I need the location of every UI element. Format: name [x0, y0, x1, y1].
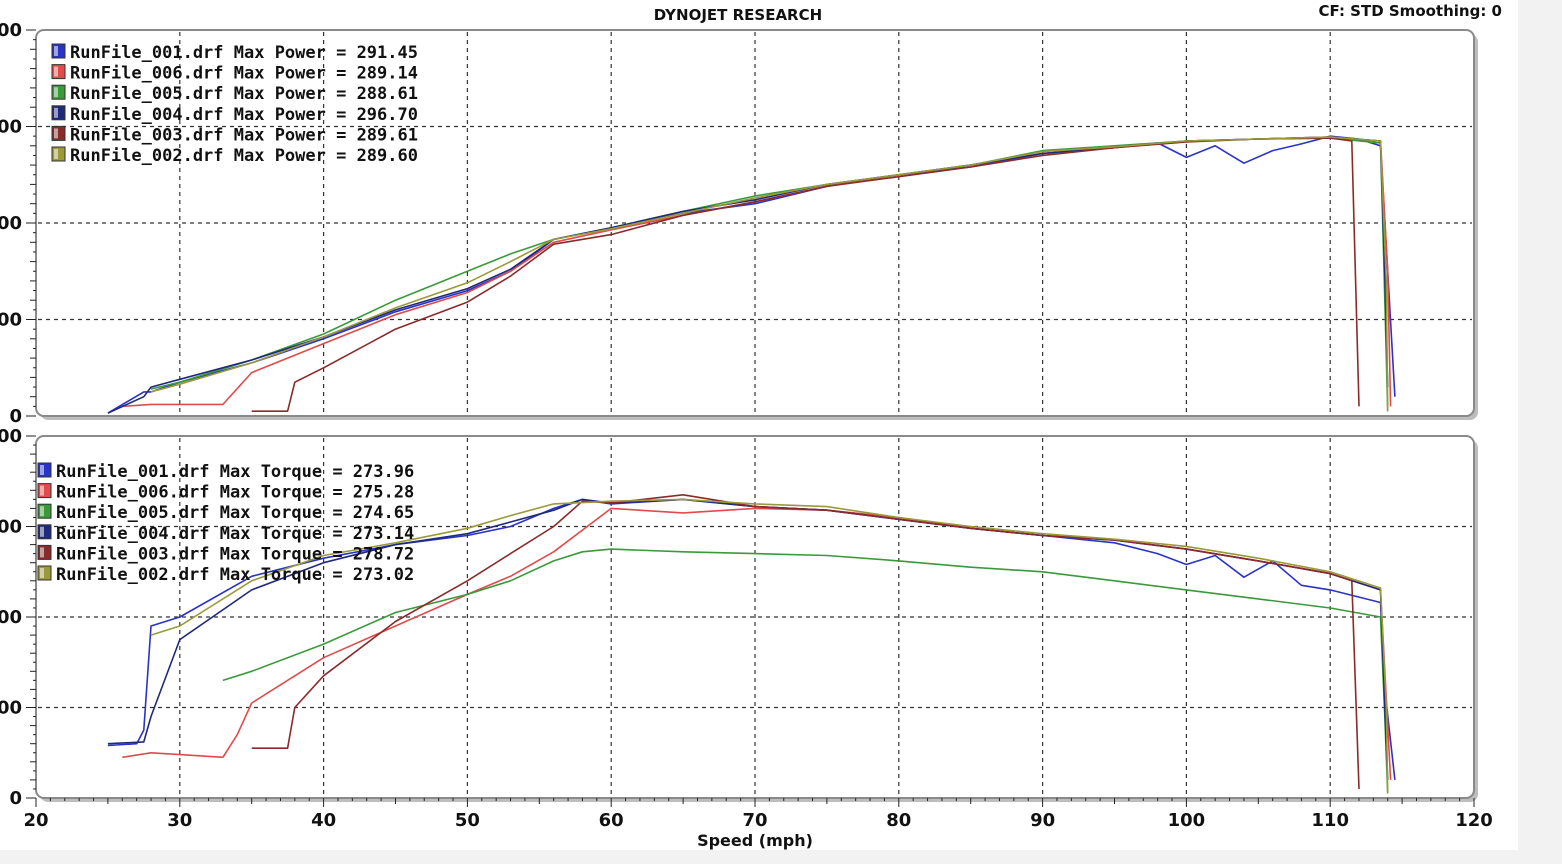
legend-swatch-highlight — [54, 46, 58, 56]
legend-swatch — [51, 64, 66, 80]
y-tick-label: 00 — [0, 517, 22, 538]
legend-entry: RunFile_003.drf Max Power = 289.61 — [70, 125, 418, 145]
legend-swatch — [51, 105, 66, 121]
series-line-run-002 — [150, 136, 1389, 412]
series-line-run-005 — [222, 548, 1389, 794]
y-tick-label: 00 — [0, 20, 22, 41]
legend-entry: RunFile_005.drf Max Power = 288.61 — [70, 84, 418, 104]
legend-entry: RunFile_004.drf Max Torque = 273.14 — [56, 524, 414, 544]
x-tick-label: 40 — [311, 810, 336, 831]
dyno-chart-area: DYNOJET RESEARCH CF: STD Smoothing: 0 Sp… — [0, 0, 1518, 850]
y-tick-label: 00 — [0, 698, 22, 719]
x-tick-label: 110 — [1311, 810, 1349, 831]
legend-entry: RunFile_004.drf Max Power = 296.70 — [70, 105, 418, 125]
legend-swatch-highlight — [40, 526, 44, 537]
legend-swatch — [51, 125, 66, 141]
chart-title: DYNOJET RESEARCH — [654, 6, 822, 24]
series-line-run-002 — [150, 498, 1389, 794]
legend-swatch — [37, 503, 52, 519]
y-tick-label: 00 — [0, 426, 22, 447]
legend-swatch — [37, 483, 52, 499]
legend-entry: RunFile_003.drf Max Torque = 278.72 — [56, 544, 414, 564]
legend-entry: RunFile_005.drf Max Torque = 274.65 — [56, 503, 414, 523]
series-line-run-003 — [251, 493, 1360, 790]
y-tick-label: 00 — [0, 213, 22, 234]
legend-swatch — [37, 462, 52, 478]
x-tick-label: 120 — [1455, 810, 1493, 831]
legend-swatch — [51, 84, 66, 100]
legend-entry: RunFile_006.drf Max Power = 289.14 — [70, 64, 418, 84]
legend-entry: RunFile_002.drf Max Power = 289.60 — [70, 146, 418, 166]
x-tick-label: 70 — [742, 810, 767, 831]
x-tick-label: 30 — [167, 810, 192, 831]
x-axis-title: Speed (mph) — [697, 831, 813, 850]
legend-swatch — [37, 544, 52, 560]
legend-swatch — [51, 146, 66, 162]
legend-entry: RunFile_006.drf Max Torque = 275.28 — [56, 483, 414, 503]
y-tick-label: 00 — [0, 117, 22, 138]
legend-entry: RunFile_001.drf Max Torque = 273.96 — [56, 462, 414, 482]
legend-swatch-highlight — [40, 465, 44, 475]
legend-swatch-highlight — [54, 87, 58, 98]
legend-swatch-highlight — [54, 149, 58, 159]
legend-swatch-highlight — [40, 506, 44, 517]
y-tick-label: 0 — [9, 788, 22, 809]
x-tick-label: 60 — [599, 810, 624, 831]
legend-entry: RunFile_001.drf Max Power = 291.45 — [70, 43, 418, 63]
x-tick-label: 20 — [23, 810, 48, 831]
x-tick-label: 90 — [1030, 810, 1055, 831]
x-tick-label: 50 — [455, 810, 480, 831]
legend-swatch-highlight — [54, 128, 58, 139]
chart-panel-2: 20 30 40 50 60 70 80 90 100 110 120000000000RunFil… — [0, 426, 1493, 831]
y-tick-label: 00 — [0, 607, 22, 628]
legend-swatch-highlight — [40, 568, 44, 578]
x-tick-label: 100 — [1168, 810, 1206, 831]
legend-swatch-highlight — [40, 485, 44, 496]
legend-swatch — [51, 43, 66, 59]
y-tick-label: 0 — [9, 406, 22, 427]
legend-swatch — [37, 565, 52, 581]
legend-swatch — [37, 524, 52, 540]
legend-entry: RunFile_002.drf Max Torque = 273.02 — [56, 565, 414, 585]
x-tick-label: 80 — [886, 810, 911, 831]
y-tick-label: 00 — [0, 310, 22, 331]
legend-swatch-highlight — [54, 66, 58, 77]
legend-swatch-highlight — [40, 547, 44, 558]
dyno-chart-svg: DYNOJET RESEARCH CF: STD Smoothing: 0 Sp… — [0, 2, 1502, 850]
chart-settings-label: CF: STD Smoothing: 0 — [1319, 2, 1502, 20]
legend-swatch-highlight — [54, 107, 58, 118]
